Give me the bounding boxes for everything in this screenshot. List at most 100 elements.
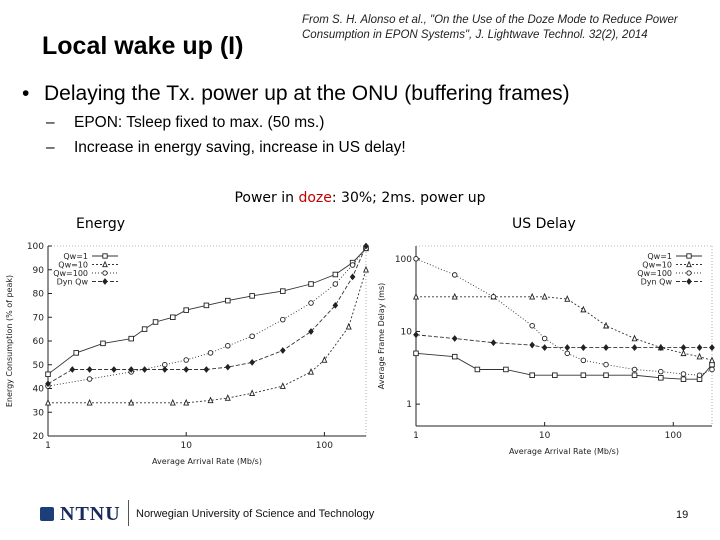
- y-tick-label: 70: [33, 313, 45, 323]
- y-tick-label: 30: [33, 408, 45, 418]
- x-tick-label: 10: [180, 441, 192, 451]
- series-line: [415, 352, 713, 380]
- data-point: [709, 366, 715, 373]
- data-point: [141, 366, 148, 373]
- data-point: [128, 366, 135, 373]
- data-point: [413, 331, 419, 339]
- legend-marker: [102, 253, 108, 259]
- data-point: [658, 368, 664, 375]
- data-point: [183, 307, 189, 313]
- data-point: [86, 366, 93, 373]
- data-point: [224, 394, 231, 401]
- data-point: [603, 361, 609, 368]
- series-line: [415, 334, 712, 349]
- citation: From S. H. Alonso et al., "On the Use of…: [302, 14, 678, 41]
- data-point: [631, 372, 638, 378]
- main-bullet: • Delaying the Tx. power up at the ONU (b…: [22, 82, 570, 106]
- caption-highlight: doze: [298, 190, 332, 206]
- data-point: [69, 366, 76, 373]
- y-tick-label: 60: [33, 337, 45, 347]
- series-line: [416, 296, 713, 361]
- data-point: [413, 292, 419, 300]
- data-point: [249, 358, 255, 366]
- data-point: [451, 272, 458, 278]
- data-point: [100, 340, 106, 347]
- data-point: [709, 356, 715, 364]
- data-point: [631, 344, 638, 352]
- x-axis-label: Average Arrival Rate (Mb/s): [509, 447, 619, 456]
- y-tick-label: 40: [33, 385, 45, 395]
- x-tick-label: 100: [316, 441, 333, 451]
- dash-icon: –: [46, 114, 55, 131]
- caption-suffix: : 30%; 2ms. power up: [331, 190, 486, 206]
- data-point: [552, 372, 558, 378]
- y-tick-label: 90: [33, 266, 45, 276]
- legend-marker: [686, 270, 692, 276]
- x-tick-label: 100: [665, 431, 682, 441]
- legend-label: Qw=100: [53, 269, 88, 278]
- footer-institution: Norwegian University of Science and Tech…: [136, 508, 375, 520]
- data-point: [680, 371, 687, 377]
- data-point: [363, 265, 369, 273]
- y-tick-label: 50: [33, 361, 45, 371]
- data-point: [45, 380, 51, 388]
- y-tick-label: 100: [395, 255, 412, 265]
- bullet-dot-icon: •: [22, 82, 30, 105]
- ntnu-logo-icon: [40, 507, 54, 521]
- ntnu-logo: NTNU: [40, 503, 121, 526]
- legend-marker: [102, 278, 108, 285]
- data-point: [249, 333, 255, 339]
- legend-label: Qw=10: [58, 261, 88, 270]
- legend-label: Qw=1: [63, 252, 88, 261]
- data-point: [580, 372, 587, 378]
- legend-marker: [102, 270, 108, 276]
- series-line: [48, 269, 367, 404]
- data-point: [580, 357, 587, 364]
- sub-bullet: – EPON: Tsleep fixed to max. (50 ms.): [46, 114, 324, 132]
- series-line: [47, 248, 367, 375]
- x-tick-label: 1: [45, 441, 51, 451]
- data-point: [541, 335, 548, 342]
- footer-divider: [128, 500, 129, 526]
- energy-chart-title: Energy: [76, 216, 126, 232]
- data-point: [529, 372, 535, 378]
- data-point: [451, 292, 458, 300]
- dash-icon: –: [46, 139, 55, 156]
- page-number: 19: [676, 509, 689, 521]
- data-point: [451, 353, 458, 360]
- data-point: [541, 292, 548, 300]
- data-point: [183, 398, 190, 406]
- data-point: [349, 262, 356, 268]
- slide-title: Local wake up (I): [42, 32, 244, 60]
- legend-label: Qw=1: [647, 252, 672, 261]
- data-point: [363, 242, 369, 250]
- data-point: [529, 322, 535, 329]
- data-point: [564, 295, 571, 302]
- data-point: [564, 350, 571, 357]
- y-tick-label: 1: [406, 400, 412, 410]
- data-point: [696, 372, 703, 378]
- x-axis-label: Average Arrival Rate (Mb/s): [152, 457, 262, 466]
- data-point: [73, 350, 79, 356]
- data-point: [696, 352, 703, 360]
- data-point: [580, 305, 587, 313]
- y-axis-label: Energy Consumption (% of peak): [5, 275, 14, 407]
- data-point: [141, 326, 148, 332]
- data-point: [183, 357, 189, 363]
- x-tick-label: 1: [413, 431, 419, 441]
- data-point: [413, 256, 419, 262]
- delay-chart: 1 10 100 1 10 100 Average Arrival Rate (Mb/s) A…: [377, 245, 715, 456]
- sub-bullet: – Increase in energy saving, increase in …: [46, 139, 406, 157]
- legend-marker: [686, 253, 692, 259]
- data-point: [183, 366, 190, 373]
- data-point: [413, 350, 419, 357]
- ntnu-logo-text: NTNU: [60, 503, 121, 525]
- data-point: [279, 347, 286, 354]
- data-point: [696, 344, 703, 352]
- data-point: [345, 322, 352, 330]
- data-point: [529, 292, 536, 300]
- data-point: [474, 366, 481, 373]
- sub-bullet-text: EPON: Tsleep fixed to max. (50 ms.): [74, 114, 325, 131]
- data-point: [225, 297, 231, 304]
- data-point: [332, 271, 339, 278]
